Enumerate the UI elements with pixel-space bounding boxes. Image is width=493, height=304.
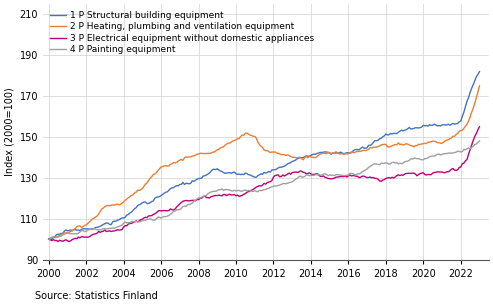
3 P Electrical equipment without domestic appliances — [46, 237, 52, 241]
2 P Heating, plumbing and ventilation equipment — [78, 226, 84, 229]
3 P Electrical equipment without domestic appliances — [66, 240, 72, 244]
2 P Heating, plumbing and ventilation equipment — [220, 145, 226, 149]
1 P Structural building equipment — [119, 216, 125, 220]
2 P Heating, plumbing and ventilation equipment — [117, 203, 123, 206]
4 P Painting equipment — [117, 224, 123, 228]
Line: 3 P Electrical equipment without domestic appliances: 3 P Electrical equipment without domesti… — [49, 127, 480, 242]
3 P Electrical equipment without domestic appliances — [426, 173, 432, 177]
2 P Heating, plumbing and ventilation equipment — [477, 84, 483, 88]
3 P Electrical equipment without domestic appliances — [477, 125, 483, 129]
3 P Electrical equipment without domestic appliances — [197, 196, 203, 200]
4 P Painting equipment — [183, 205, 189, 208]
2 P Heating, plumbing and ventilation equipment — [196, 152, 202, 156]
1 P Structural building equipment — [47, 238, 53, 242]
4 P Painting equipment — [425, 156, 431, 160]
4 P Painting equipment — [46, 237, 52, 241]
Line: 4 P Painting equipment: 4 P Painting equipment — [49, 141, 480, 239]
1 P Structural building equipment — [426, 123, 432, 126]
4 P Painting equipment — [78, 229, 84, 233]
1 P Structural building equipment — [197, 177, 203, 180]
4 P Painting equipment — [477, 139, 483, 143]
1 P Structural building equipment — [46, 237, 52, 241]
2 P Heating, plumbing and ventilation equipment — [46, 237, 52, 241]
1 P Structural building equipment — [185, 181, 191, 185]
3 P Electrical equipment without domestic appliances — [185, 199, 191, 202]
3 P Electrical equipment without domestic appliances — [80, 235, 86, 239]
1 P Structural building equipment — [477, 70, 483, 73]
4 P Painting equipment — [196, 196, 202, 200]
2 P Heating, plumbing and ventilation equipment — [183, 155, 189, 159]
2 P Heating, plumbing and ventilation equipment — [425, 140, 431, 144]
3 P Electrical equipment without domestic appliances — [222, 193, 228, 196]
Text: Source: Statistics Finland: Source: Statistics Finland — [35, 291, 157, 301]
Y-axis label: Index (2000=100): Index (2000=100) — [4, 88, 14, 176]
3 P Electrical equipment without domestic appliances — [119, 228, 125, 231]
Legend: 1 P Structural building equipment, 2 P Heating, plumbing and ventilation equipme: 1 P Structural building equipment, 2 P H… — [50, 11, 314, 54]
Line: 2 P Heating, plumbing and ventilation equipment: 2 P Heating, plumbing and ventilation eq… — [49, 86, 480, 239]
Line: 1 P Structural building equipment: 1 P Structural building equipment — [49, 71, 480, 240]
1 P Structural building equipment — [80, 227, 86, 230]
4 P Painting equipment — [220, 189, 226, 192]
1 P Structural building equipment — [222, 171, 228, 175]
